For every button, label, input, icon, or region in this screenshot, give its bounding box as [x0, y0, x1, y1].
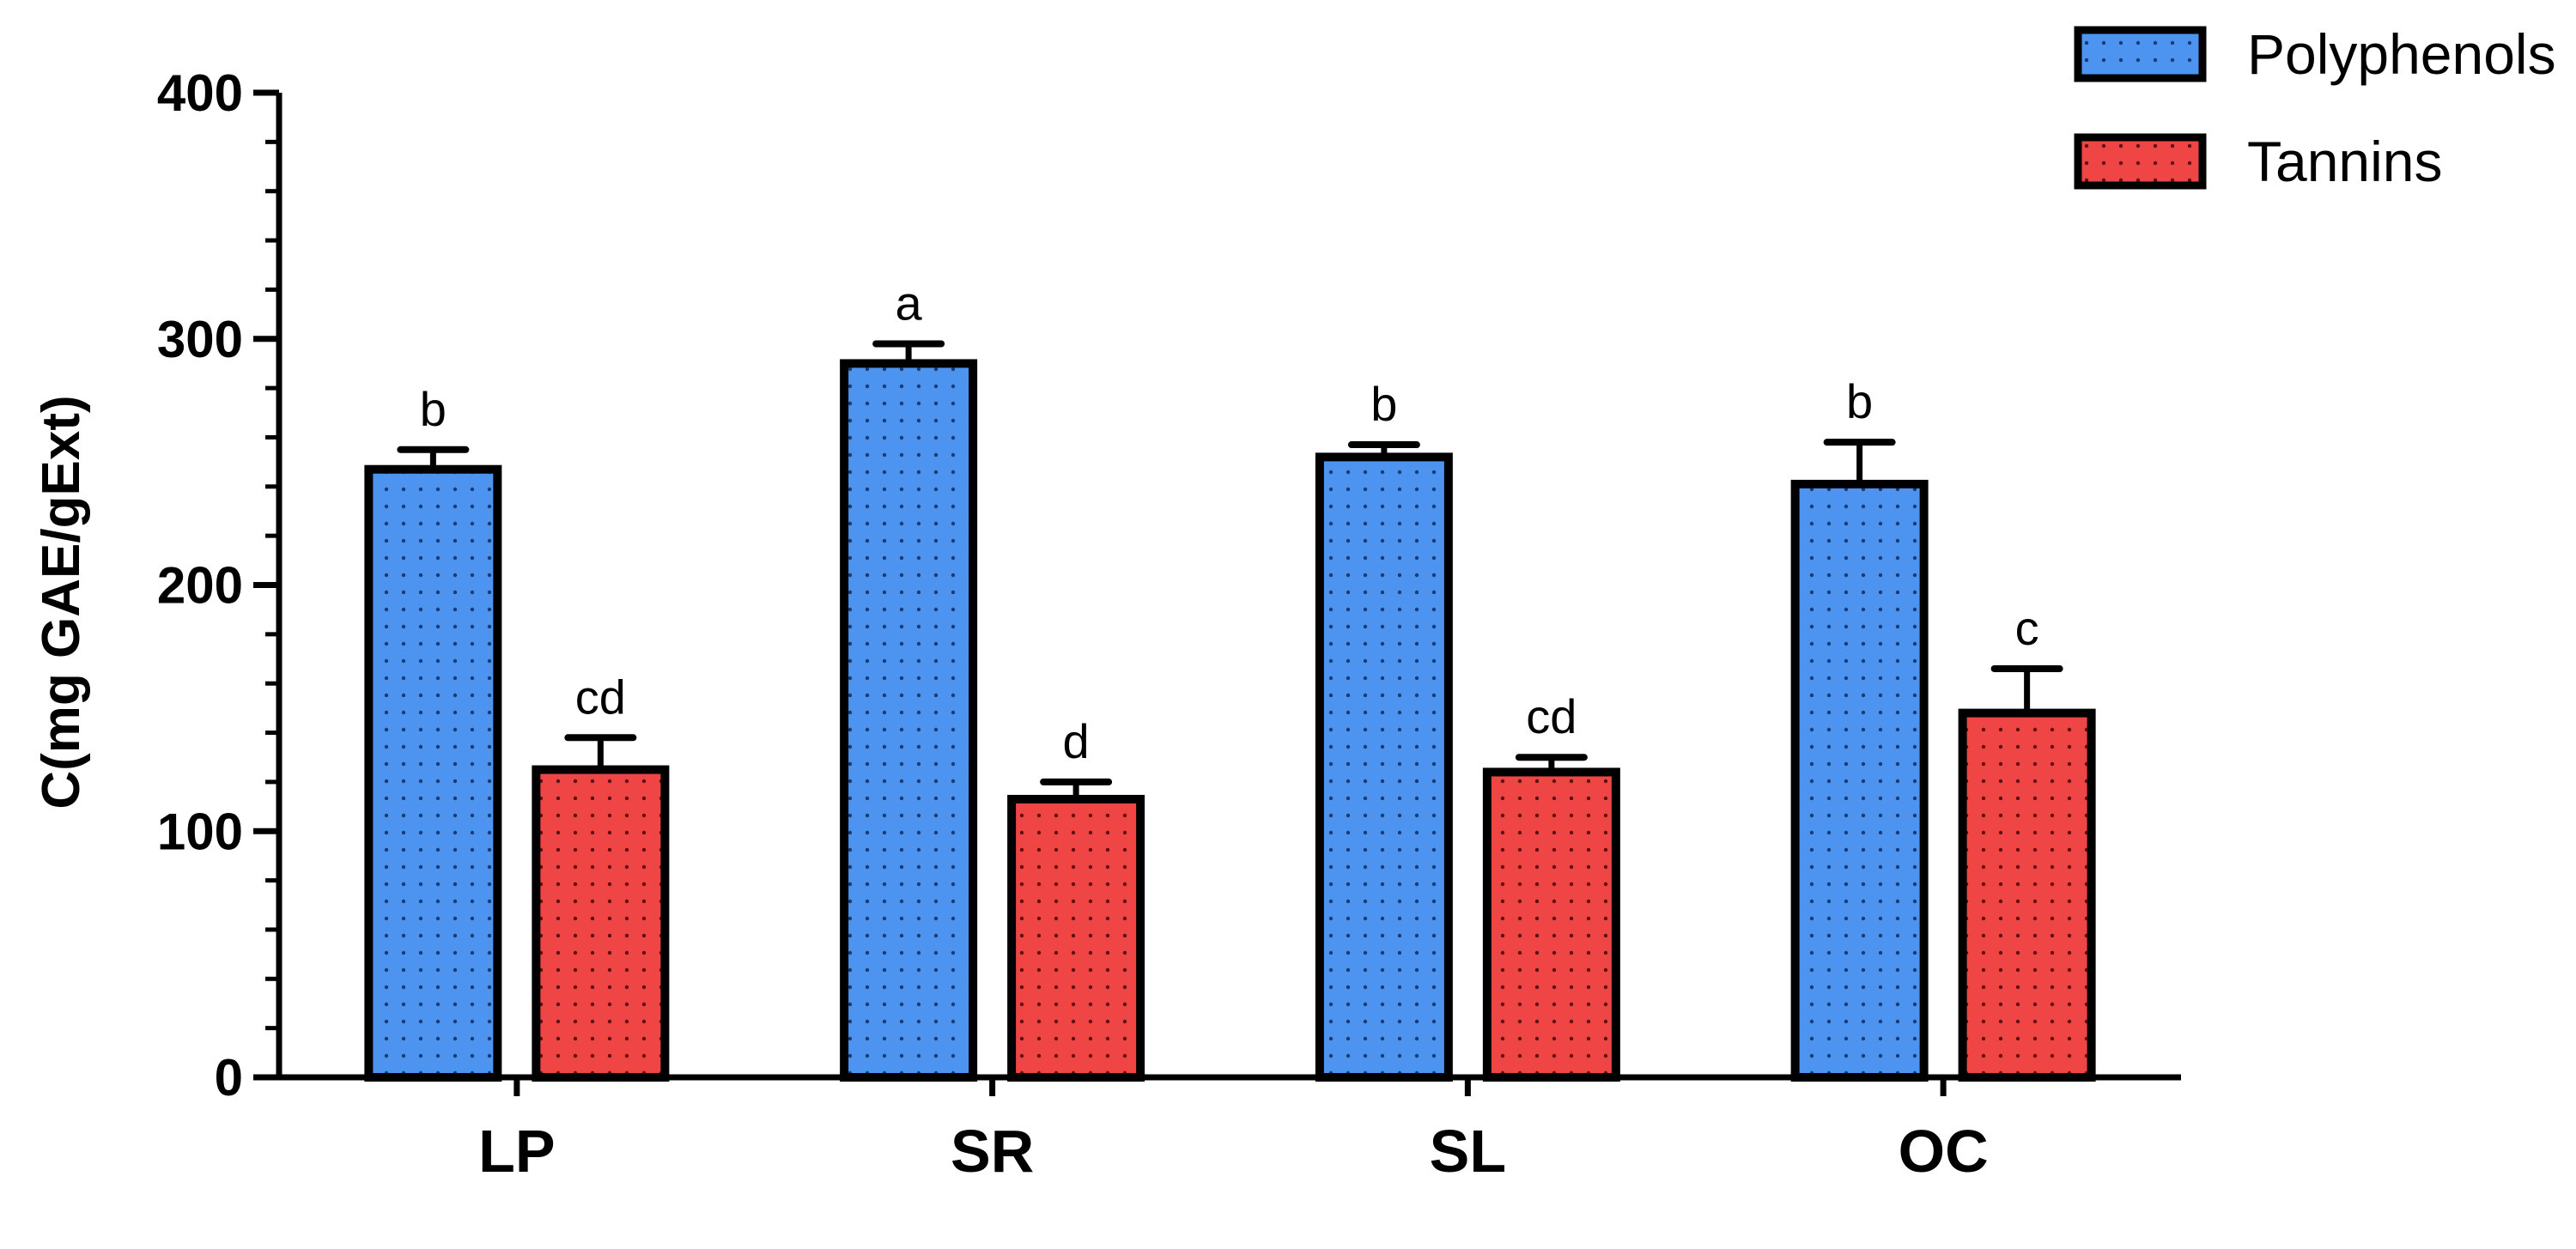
legend-label-polyphenols: Polyphenols	[2247, 22, 2556, 86]
significance-label: b	[1846, 374, 1873, 428]
bar-tannins-sl	[1482, 767, 1620, 1082]
significance-label: b	[1370, 377, 1397, 431]
x-category-label: SL	[1430, 1118, 1506, 1185]
significance-label: b	[420, 382, 447, 436]
x-category-label: OC	[1899, 1118, 1989, 1185]
y-tick-label: 100	[157, 803, 243, 860]
significance-label: cd	[575, 670, 626, 724]
bar-tannins-lp	[532, 765, 670, 1082]
y-axis-title: C(mg GAE/gExt)	[32, 395, 91, 809]
legend-swatch-tannins	[2074, 133, 2207, 190]
bar-polyphenols-sl	[1315, 452, 1453, 1082]
x-category-label: LP	[478, 1118, 555, 1185]
significance-label: d	[1063, 714, 1090, 768]
y-tick-label: 0	[215, 1049, 243, 1107]
y-tick-label: 300	[157, 311, 243, 368]
significance-label: c	[2015, 601, 2039, 655]
y-tick-label: 400	[157, 64, 243, 122]
legend-label-tannins: Tannins	[2247, 130, 2443, 193]
significance-label: a	[896, 276, 923, 330]
y-tick-label: 200	[157, 557, 243, 615]
bars	[364, 340, 2096, 1082]
bar-polyphenols-sr	[840, 359, 978, 1082]
legend: Polyphenols Tannins	[2074, 22, 2556, 193]
bar-tannins-oc	[1958, 708, 2096, 1082]
labels: b cd a d b cd b c	[420, 276, 2039, 767]
bar-polyphenols-oc	[1790, 479, 1929, 1082]
legend-swatch-polyphenols	[2074, 26, 2207, 82]
bar-tannins-sr	[1007, 794, 1145, 1082]
x-category-label: SR	[951, 1118, 1034, 1185]
significance-label: cd	[1526, 689, 1577, 743]
bar-polyphenols-lp	[364, 464, 502, 1082]
